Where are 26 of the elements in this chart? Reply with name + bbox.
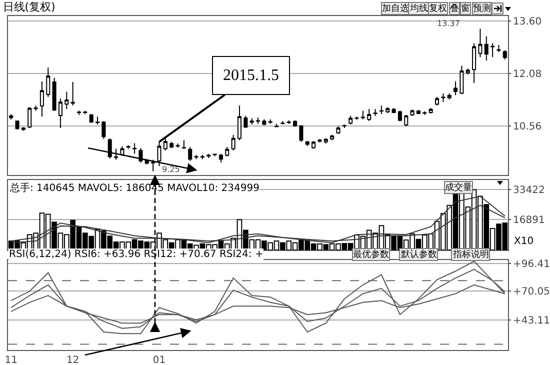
y-tick-label: 33422 [513, 185, 545, 196]
y-tick-label: 13.60 [513, 16, 542, 28]
y-tick-label: 16891 [513, 214, 545, 226]
y-tick-label: +43.11 [513, 315, 550, 326]
x-tick-label: 01 [152, 355, 166, 365]
annotation: 默认参数 [400, 249, 437, 260]
text: X10 [514, 236, 534, 247]
text: 复权 [429, 3, 447, 14]
y-tick-label: +96.41 [513, 258, 550, 270]
annotation: 最优参数 [353, 249, 389, 260]
x-tick-label: 11 [4, 355, 18, 365]
y-tick-label: 12.08 [513, 68, 542, 80]
annotation: 成交量 [445, 182, 472, 193]
text: 预测 [473, 3, 491, 14]
annotation: 总手: 140645 MAVOL5: 186045 MAVOL10: 234999 [9, 182, 260, 194]
annotation: 指标说明 [452, 249, 489, 260]
y-tick-label: +70.05 [513, 286, 550, 298]
annotation: RSI(6,12,24) RSI6: +63.96 RSI12: +70.67 RSI24: + [9, 249, 264, 260]
annotation: 2015.1.5 [223, 67, 279, 84]
text: 叠 [450, 3, 459, 14]
y-tick-label: 10.56 [513, 121, 542, 132]
annotation: 13.37 [437, 19, 460, 28]
x-tick-label: 12 [66, 355, 80, 365]
chart-title: 日线(复权) [2, 0, 56, 14]
text: 均线 [409, 3, 428, 14]
text: 窗 [461, 3, 470, 14]
